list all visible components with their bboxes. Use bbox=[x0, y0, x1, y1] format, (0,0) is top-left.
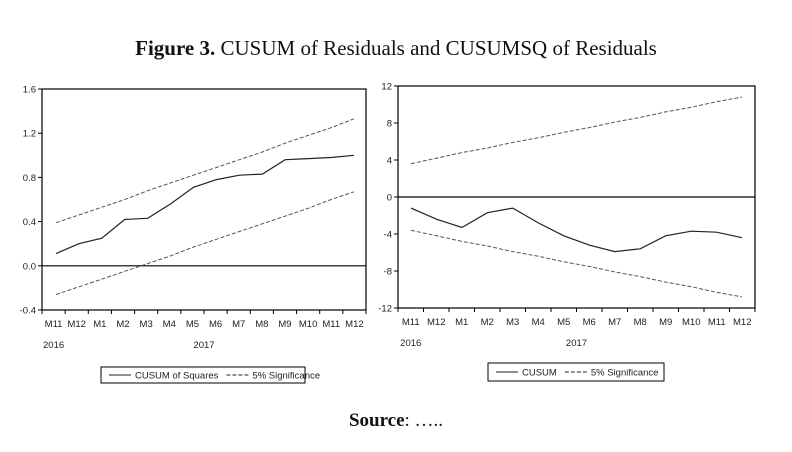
figure-title-text: CUSUM of Residuals and CUSUMSQ of Residu… bbox=[215, 36, 657, 60]
series-line-main bbox=[410, 207, 743, 253]
source-text: : ….. bbox=[404, 410, 444, 431]
y-tick-label: -4 bbox=[384, 230, 392, 241]
plot-frame bbox=[41, 88, 367, 311]
x-tick-label: M9 bbox=[659, 317, 672, 328]
x-tick-label: M2 bbox=[116, 319, 129, 330]
series-line-lower-band bbox=[55, 191, 355, 295]
y-tick-label: 1.2 bbox=[23, 129, 36, 140]
x-tick-label: M4 bbox=[532, 317, 545, 328]
legend-box bbox=[100, 366, 306, 384]
source-label: Source bbox=[348, 410, 405, 431]
x-tick-label: M8 bbox=[634, 317, 647, 328]
chart-cusum: 12 8 4 0 -4 -8 -12 M11 M12 M1 M2 M3 M4 M5 M6 M7 M8 M9 M10 M… bbox=[378, 82, 756, 382]
y-tick-label: 0 bbox=[387, 193, 392, 204]
x-tick-label: M8 bbox=[255, 319, 268, 330]
x-tick-label: M3 bbox=[140, 319, 153, 330]
series-line-main bbox=[55, 154, 355, 255]
x-tick-label: M10 bbox=[682, 317, 700, 328]
year-label: 2016 bbox=[43, 340, 64, 351]
x-tick-label: M6 bbox=[583, 317, 596, 328]
y-tick-label: 0.8 bbox=[23, 173, 36, 184]
x-tick-label: M4 bbox=[163, 319, 176, 330]
figure-title: Figure 3. CUSUM of Residuals and CUSUMSQ… bbox=[0, 36, 792, 61]
chart-cusumsq: 1.6 1.2 0.8 0.4 0.0 -0.4 M11 M12 M1 M2 M3 M4 M5 M6 M7 M… bbox=[20, 85, 367, 384]
x-tick-label: M11 bbox=[402, 317, 420, 328]
x-tick-label: M7 bbox=[608, 317, 621, 328]
x-tick-label: M5 bbox=[557, 317, 570, 328]
y-tick-label: 8 bbox=[387, 119, 392, 130]
y-tick-label: 0.0 bbox=[23, 261, 36, 272]
x-tick-label: M7 bbox=[232, 319, 245, 330]
x-tick-label: M10 bbox=[299, 319, 317, 330]
x-tick-label: M1 bbox=[93, 319, 106, 330]
x-tick-label: M1 bbox=[455, 317, 468, 328]
x-tick-label: M11 bbox=[708, 317, 726, 328]
x-tick-label: M3 bbox=[506, 317, 519, 328]
series-line-lower-band bbox=[410, 229, 743, 298]
legend: CUSUM of Squares 5% Significance bbox=[100, 366, 320, 384]
legend-label: 5% Significance bbox=[252, 371, 320, 382]
y-tick-label: -0.4 bbox=[20, 306, 36, 317]
legend: CUSUM 5% Significance bbox=[487, 362, 665, 382]
legend-label: CUSUM bbox=[522, 368, 557, 379]
y-tick-label: 0.4 bbox=[23, 217, 36, 228]
x-tick-label: M12 bbox=[427, 317, 445, 328]
series-line-upper-band bbox=[410, 96, 743, 165]
year-label: 2016 bbox=[400, 338, 421, 349]
year-label: 2017 bbox=[566, 338, 587, 349]
x-tick-label: M9 bbox=[278, 319, 291, 330]
x-tick-label: M5 bbox=[186, 319, 199, 330]
series-line-upper-band bbox=[55, 118, 355, 224]
x-tick-label: M12 bbox=[733, 317, 751, 328]
year-label: 2017 bbox=[193, 340, 214, 351]
y-tick-label: 1.6 bbox=[23, 85, 36, 96]
x-tick-label: M11 bbox=[45, 319, 63, 330]
legend-label: CUSUM of Squares bbox=[135, 371, 219, 382]
source-note: Source: ….. bbox=[0, 410, 792, 432]
legend-label: 5% Significance bbox=[591, 368, 659, 379]
figure-title-label: Figure 3. bbox=[135, 36, 216, 60]
y-tick-label: -12 bbox=[378, 304, 392, 315]
x-tick-label: M11 bbox=[322, 319, 340, 330]
legend-box bbox=[487, 362, 665, 382]
x-tick-label: M12 bbox=[67, 319, 85, 330]
x-tick-label: M2 bbox=[481, 317, 494, 328]
y-tick-label: 12 bbox=[381, 82, 392, 93]
y-tick-label: -8 bbox=[384, 267, 392, 278]
y-tick-label: 4 bbox=[387, 156, 392, 167]
x-tick-label: M12 bbox=[345, 319, 363, 330]
x-tick-label: M6 bbox=[209, 319, 222, 330]
